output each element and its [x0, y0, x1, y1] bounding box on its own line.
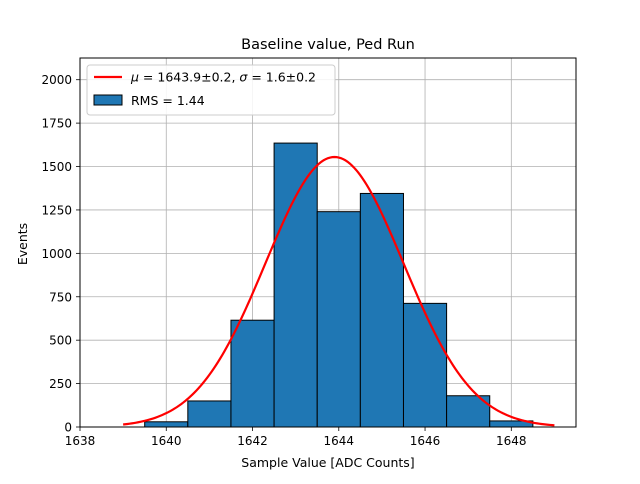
y-axis-label: Events — [15, 223, 30, 265]
x-tick-label: 1638 — [65, 434, 96, 448]
legend-histogram-label: RMS = 1.44 — [131, 93, 205, 108]
legend-fit-label: μ = 1643.9±0.2, σ = 1.6±0.2 — [130, 70, 316, 85]
x-tick-label: 1640 — [151, 434, 182, 448]
legend-mu-value: = 1643.9±0.2, — [139, 70, 239, 85]
y-tick-label: 1500 — [41, 160, 72, 174]
legend-histogram-swatch — [93, 94, 123, 106]
legend-box — [86, 64, 336, 116]
y-tick-label: 250 — [49, 377, 72, 391]
y-tick-label: 1250 — [41, 203, 72, 217]
y-tick-label: 500 — [49, 334, 72, 348]
chart-title: Baseline value, Ped Run — [241, 37, 415, 53]
histogram-bar — [230, 319, 275, 428]
y-tick-label: 1000 — [41, 247, 72, 261]
histogram-bars — [144, 142, 534, 428]
histogram-bar — [402, 302, 448, 428]
x-tick-label: 1646 — [410, 434, 441, 448]
histogram-bar — [359, 192, 404, 428]
x-tick-label: 1644 — [324, 434, 355, 448]
x-axis-label: Sample Value [ADC Counts] — [241, 455, 414, 470]
y-tick-label: 1750 — [41, 117, 72, 131]
gaussian-fit-curve — [123, 155, 555, 427]
x-tick-label: 1642 — [237, 434, 268, 448]
legend-sigma-symbol: σ — [239, 70, 248, 85]
plot-frame — [79, 57, 577, 428]
y-tick-label: 2000 — [41, 73, 72, 87]
axis-ticks: 1638 1640 1642 1644 1646 1648 0 250 500 750 1000 12… — [41, 73, 526, 448]
legend-sigma-value: = 1.6±0.2 — [247, 70, 316, 85]
histogram-bar — [187, 400, 232, 428]
x-tick-label: 1648 — [496, 434, 527, 448]
histogram-bar — [144, 421, 189, 428]
histogram-bar — [273, 142, 318, 428]
legend-mu-symbol: μ — [130, 70, 139, 85]
y-tick-label: 750 — [49, 290, 72, 304]
y-tick-label: 0 — [64, 421, 72, 435]
histogram-bar — [316, 211, 361, 428]
legend: μ = 1643.9±0.2, σ = 1.6±0.2 RMS = 1.44 — [86, 64, 336, 116]
